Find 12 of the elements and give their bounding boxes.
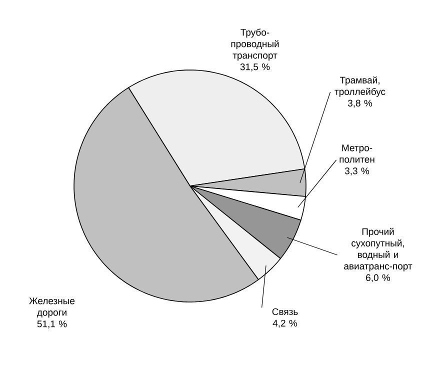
data-label: 4,2 % bbox=[272, 320, 298, 328]
slice-label: Железные дороги bbox=[29, 298, 75, 318]
data-label: 3,8 % bbox=[348, 100, 372, 108]
slice-label: Прочий сухопутный, водный и авиатранс-порт bbox=[344, 228, 412, 272]
slice-label: Трубо-проводный транспорт bbox=[231, 28, 279, 61]
slice-label: Метро-политен bbox=[340, 144, 374, 163]
slice-label: Связь bbox=[272, 308, 298, 316]
slice-label: Трамвай, троллейбус bbox=[334, 76, 386, 97]
data-label: 6,0 % bbox=[366, 274, 390, 282]
data-label: 51,1 % bbox=[37, 320, 67, 328]
data-label: 3,3 % bbox=[344, 168, 370, 176]
data-label: 31,5 % bbox=[240, 63, 270, 72]
